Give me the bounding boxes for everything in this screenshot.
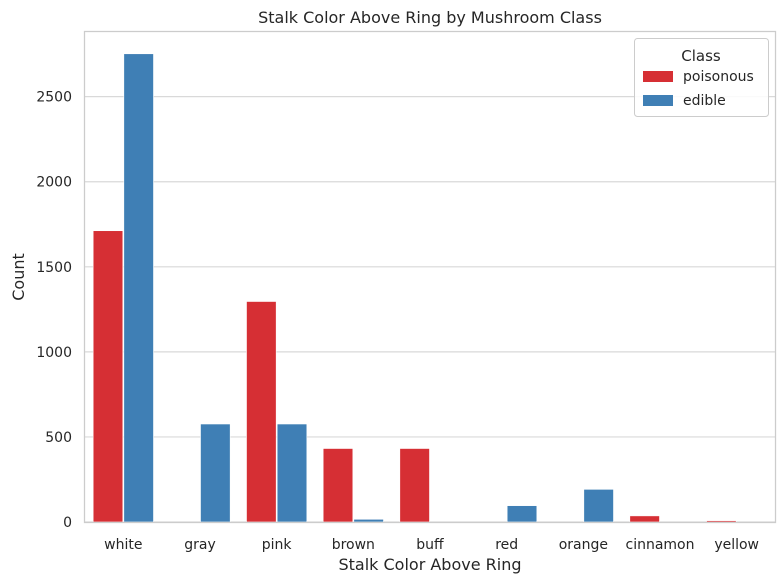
y-axis-label: Count	[9, 253, 28, 301]
y-tick-labels: 0 500 1000 1500 2000 2500	[36, 90, 72, 531]
x-tick-label: white	[104, 537, 142, 553]
bars	[92, 53, 737, 523]
bar-poisonous-pink	[246, 301, 277, 523]
x-tick-label: yellow	[714, 537, 759, 553]
legend: Class poisonous edible	[634, 38, 769, 117]
gridlines	[85, 96, 775, 523]
bar-edible-orange	[583, 489, 614, 523]
x-tick-label: gray	[184, 537, 216, 553]
bar-edible-gray	[200, 423, 231, 523]
bar-edible-brown	[353, 518, 384, 523]
x-tick-label: orange	[559, 537, 608, 553]
legend-swatch-edible	[643, 95, 673, 106]
bar-edible-red	[506, 505, 538, 523]
legend-label-poisonous: poisonous	[683, 69, 754, 85]
plot-frame	[83, 30, 777, 524]
legend-title: Class	[681, 47, 721, 65]
x-tick-label: buff	[416, 537, 444, 553]
bar-edible-pink	[276, 423, 308, 523]
chart-title: Stalk Color Above Ring by Mushroom Class	[258, 8, 602, 27]
x-tick-label: brown	[332, 537, 375, 553]
y-tick-label: 1500	[36, 260, 72, 276]
bar-poisonous-brown	[322, 448, 354, 523]
y-tick-label: 500	[45, 430, 72, 446]
bar-edible-white	[123, 53, 154, 523]
x-tick-label: pink	[262, 537, 293, 553]
x-axis-label: Stalk Color Above Ring	[338, 555, 521, 574]
y-tick-label: 2000	[36, 175, 72, 191]
x-tick-label: cinnamon	[626, 537, 695, 553]
y-tick-label: 0	[63, 515, 72, 531]
legend-swatch-poisonous	[643, 71, 673, 82]
x-tick-label: red	[495, 537, 518, 553]
bar-poisonous-buff	[399, 448, 430, 523]
legend-label-edible: edible	[683, 93, 726, 109]
x-tick-labels: white gray pink brown buff red orange cinnamon y…	[104, 537, 759, 553]
bar-poisonous-cinnamon	[629, 515, 660, 523]
bar-poisonous-white	[92, 230, 124, 523]
bar-poisonous-yellow	[706, 520, 737, 523]
y-tick-label: 1000	[36, 345, 72, 361]
y-tick-label: 2500	[36, 90, 72, 106]
